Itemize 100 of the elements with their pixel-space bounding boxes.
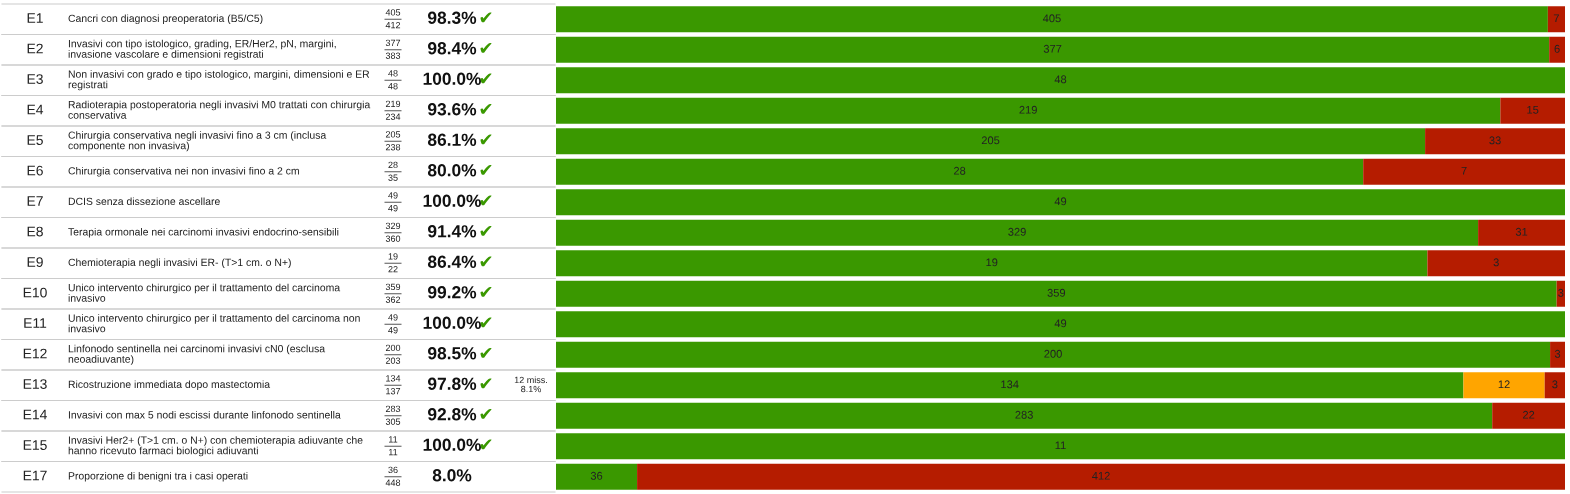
text: 200	[385, 344, 401, 352]
text: 35	[388, 174, 398, 181]
text: 100.0%	[423, 72, 481, 85]
text: ✔	[480, 317, 492, 328]
y-tick-label: E13	[23, 379, 47, 389]
text: ✔	[480, 12, 492, 23]
y-tick-label: E4	[27, 104, 44, 115]
y-tick-label: E17	[23, 470, 47, 481]
text: 205	[385, 131, 401, 138]
text: ✔	[480, 134, 492, 145]
y-tick-label: E11	[24, 318, 47, 328]
y-tick-label: E2	[27, 43, 43, 54]
text: ✔	[480, 378, 492, 389]
text: 383	[385, 52, 401, 59]
text: ✔	[480, 226, 492, 236]
text: 238	[385, 143, 401, 151]
text: ✔	[480, 195, 492, 206]
text: 86.1%	[427, 133, 477, 146]
text: DCIS senza dissezione ascellare	[68, 197, 220, 206]
text: 49	[388, 326, 398, 334]
text: 49	[388, 204, 398, 212]
text: 49	[388, 314, 398, 321]
text: 377	[385, 39, 401, 47]
text: 36	[388, 466, 398, 474]
text: 305	[385, 418, 401, 425]
text: 48	[388, 70, 398, 77]
text: 28	[388, 161, 398, 169]
text: 91.4%	[427, 225, 477, 238]
text: 97.8%	[427, 377, 477, 390]
text: Unico intervento chirurgico per il trattamento del carcinoma non invasivo	[68, 314, 360, 333]
text: 80.0%	[427, 164, 477, 177]
data-label: 19	[986, 258, 998, 267]
data-label: 200	[1044, 349, 1062, 358]
text: 8.0%	[432, 469, 472, 482]
text: ✔	[480, 256, 492, 267]
y-tick-label: E7	[27, 196, 43, 206]
text: 19	[388, 253, 398, 260]
data-label: 329	[1008, 227, 1026, 236]
data-label: 15	[1527, 105, 1539, 114]
text: 219	[385, 100, 401, 108]
text: ✔	[480, 73, 492, 84]
text: 98.5%	[427, 347, 477, 360]
text: 234	[385, 113, 401, 120]
text: Non invasivi con grado e tipo istologico, margini, dimensioni e ER registrati	[68, 70, 370, 91]
text: Proporzione di benigni tra i casi operati	[68, 471, 248, 482]
text: ✔	[480, 104, 492, 114]
data-label: 12	[1498, 380, 1510, 389]
data-label: 31	[1515, 227, 1528, 236]
data-label: 7	[1553, 14, 1559, 23]
text: 92.8%	[427, 408, 477, 421]
text: Chirurgia conservativa nei non invasivi fino a 2 cm	[68, 166, 299, 177]
data-label: 359	[1047, 288, 1066, 297]
text: Invasivi con max 5 nodi escissi durante linfonodo sentinella	[68, 410, 341, 419]
text: 12 miss. 8.1%	[514, 376, 547, 393]
text: ✔	[480, 287, 492, 297]
text: 86.4%	[427, 255, 477, 268]
text: Terapia ormonale nei carcinomi invasivi endocrino-sensibili	[68, 227, 339, 238]
text: 359	[385, 283, 401, 291]
text: ✔	[480, 43, 492, 53]
data-label: 205	[981, 136, 1000, 145]
data-label: 49	[1054, 197, 1067, 206]
text: 360	[385, 235, 401, 242]
text: Chirurgia conservativa negli invasivi fino a 3 cm (inclusa componente non invasiva)	[68, 131, 327, 152]
text: Radioterapia postoperatoria negli invasivi M0 trattati con chirurgia conservativa	[68, 100, 371, 119]
data-label: 3	[1554, 349, 1561, 358]
data-label: 3	[1552, 380, 1558, 389]
text: ✔	[480, 409, 492, 419]
text: 49	[388, 192, 398, 199]
data-label: 48	[1054, 75, 1067, 84]
data-label: 33	[1489, 136, 1501, 145]
text: 203	[385, 357, 401, 364]
text: 11	[389, 449, 398, 456]
data-label: 283	[1015, 410, 1033, 419]
text: Chemioterapia negli invasivi ER- (T>1 cm. o N+)	[68, 258, 291, 269]
y-tick-label: E9	[27, 257, 43, 267]
text: 99.2%	[427, 286, 477, 299]
data-label: 405	[1042, 14, 1061, 23]
text: Linfonodo sentinella nei carcinomi invasivi cN0 (esclusa neoadiuvante)	[68, 344, 326, 365]
data-label: 49	[1054, 319, 1067, 328]
data-label: 6	[1554, 44, 1560, 53]
y-tick-label: E5	[27, 135, 43, 145]
data-label: 11	[1055, 441, 1066, 450]
data-label: 134	[1001, 380, 1019, 389]
text: 405	[385, 9, 401, 16]
data-label: 3	[1493, 258, 1499, 267]
data-label: 22	[1522, 410, 1535, 419]
text: 98.4%	[427, 42, 477, 55]
y-tick-label: E1	[27, 13, 43, 23]
text: 98.3%	[427, 11, 477, 24]
text: 448	[385, 479, 401, 486]
text: ✔	[480, 165, 492, 175]
text: 100.0%	[423, 194, 481, 207]
data-label: 412	[1092, 471, 1110, 480]
data-label: 7	[1461, 166, 1467, 175]
text: 48	[388, 82, 398, 90]
y-tick-label: E6	[27, 165, 43, 176]
text: 22	[388, 265, 398, 273]
text: ✔	[480, 439, 492, 450]
text: 329	[385, 222, 401, 230]
text: Ricostruzione immediata dopo mastectomia	[68, 380, 271, 391]
